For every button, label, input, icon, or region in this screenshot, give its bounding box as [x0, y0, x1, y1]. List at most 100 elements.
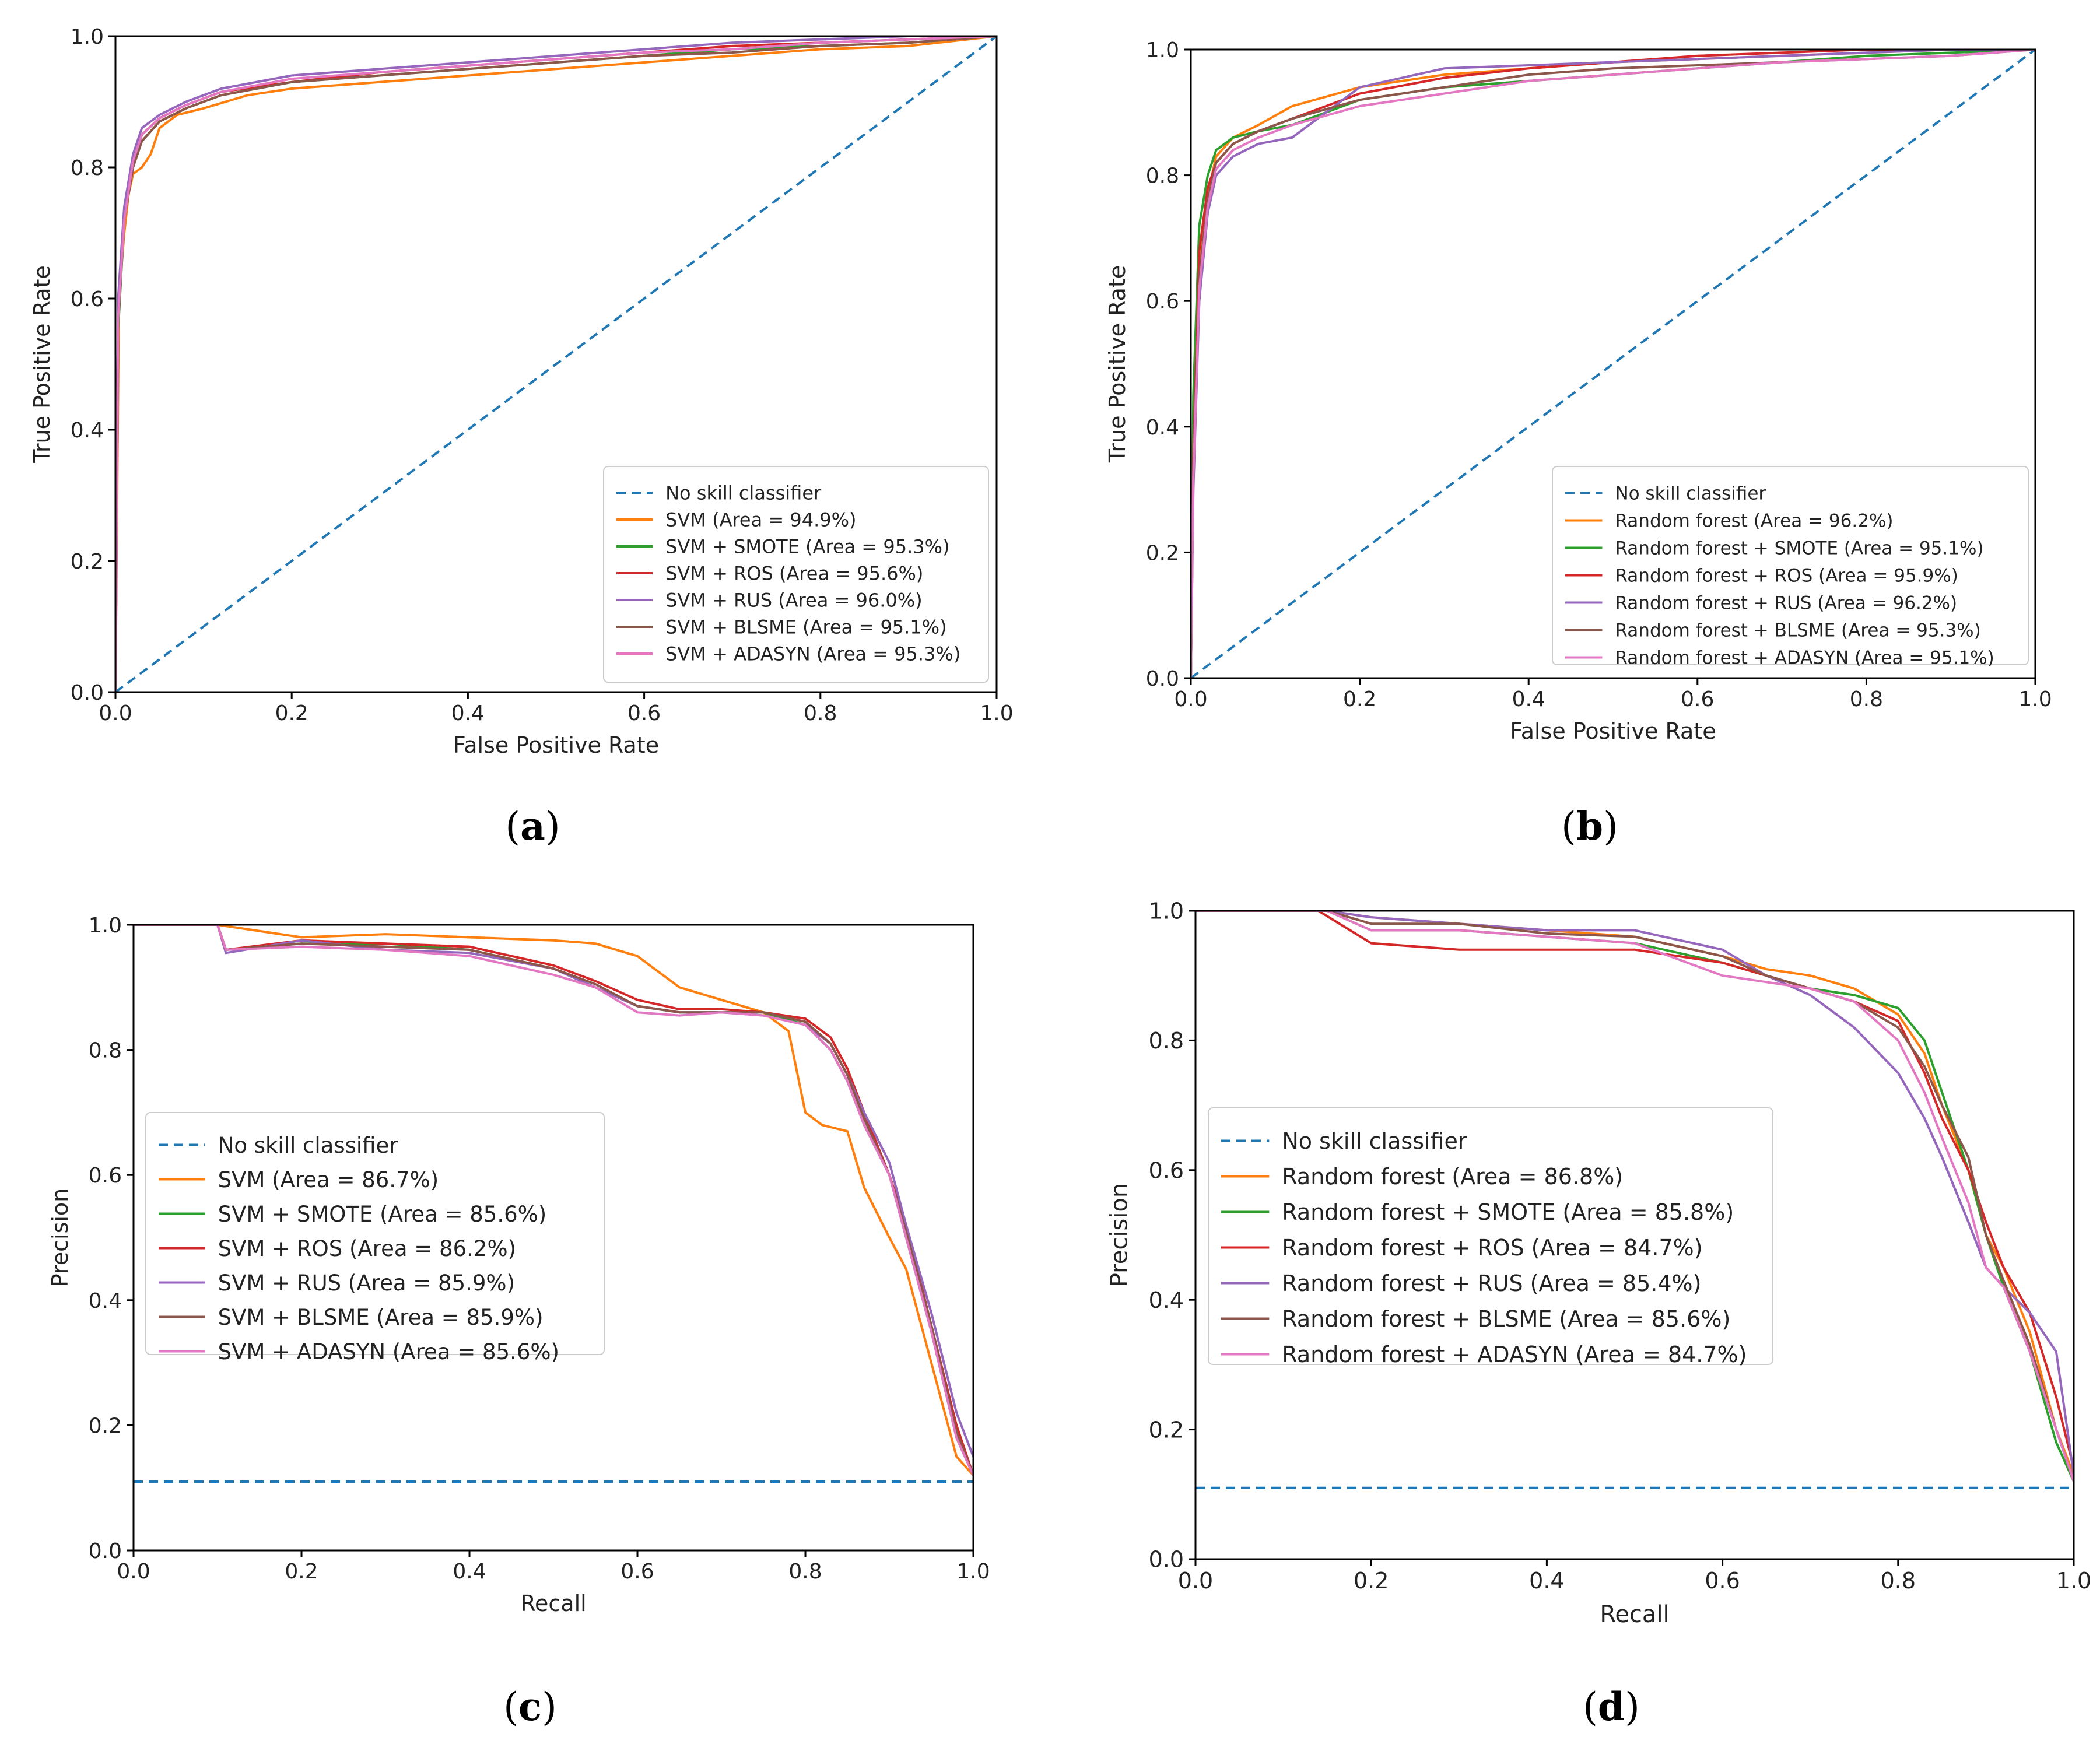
- x-tick-label: 0.8: [1881, 1568, 1916, 1594]
- x-tick-label: 0.4: [1529, 1568, 1564, 1594]
- legend-label-0: No skill classifier: [665, 482, 822, 504]
- legend-label-5: Random forest + BLSME (Area = 95.3%): [1615, 620, 1980, 641]
- series-line-6: [115, 36, 997, 692]
- legend: No skill classifier SVM (Area = 94.9%) SVM…: [603, 466, 989, 683]
- legend-label-6: Random forest + ADASYN (Area = 84.7%): [1282, 1342, 1747, 1367]
- y-tick-label: 0.8: [1149, 1028, 1184, 1054]
- legend-label-3: Random forest + ROS (Area = 84.7%): [1282, 1235, 1702, 1261]
- panel-label: (b): [1561, 803, 1618, 849]
- x-axis-label: Recall: [1600, 1601, 1669, 1628]
- y-tick-label: 0.2: [1149, 1417, 1184, 1443]
- x-axis-label: False Positive Rate: [453, 732, 659, 758]
- legend-box: [603, 466, 989, 683]
- legend-label-5: SVM + BLSME (Area = 95.1%): [665, 616, 946, 638]
- legend-label-5: Random forest + BLSME (Area = 85.6%): [1282, 1306, 1730, 1332]
- chart-panel-d: 0.0 0.2 0.4 0.6 0.8 1.0 0.0 0.2 0.4 0.6 0.8 1.0 Reca…: [1106, 899, 2091, 1729]
- x-tick-label: 0.8: [1850, 687, 1883, 711]
- plot-frame: [1190, 48, 2036, 679]
- y-tick-label: 1.0: [1146, 38, 1179, 62]
- legend-label-1: Random forest (Area = 96.2%): [1615, 511, 1893, 532]
- x-tick-label: 0.8: [804, 701, 837, 725]
- x-tick-label: 0.4: [1512, 687, 1545, 711]
- series-line-0: [115, 36, 997, 692]
- x-tick-label: 0.4: [453, 1560, 486, 1584]
- x-tick-label: 1.0: [2056, 1568, 2091, 1594]
- legend-label-4: SVM + RUS (Area = 85.9%): [218, 1271, 515, 1296]
- legend-label-2: SVM + SMOTE (Area = 85.6%): [218, 1202, 547, 1227]
- legend-label-6: Random forest + ADASYN (Area = 95.1%): [1615, 648, 1994, 669]
- legend-label-0: No skill classifier: [1282, 1128, 1467, 1154]
- x-tick-label: 0.0: [1178, 1568, 1213, 1594]
- y-tick-label: 0.8: [71, 156, 104, 180]
- x-tick-label: 0.6: [620, 1560, 654, 1584]
- legend-label-0: No skill classifier: [1615, 483, 1766, 504]
- legend-label-2: Random forest + SMOTE (Area = 95.1%): [1615, 538, 1983, 559]
- series-line-3: [1191, 50, 2035, 678]
- y-tick-label: 0.4: [1146, 416, 1179, 440]
- legend-label-4: SVM + RUS (Area = 96.0%): [665, 589, 923, 612]
- legend-label-2: Random forest + SMOTE (Area = 85.8%): [1282, 1199, 1734, 1225]
- x-tick-label: 1.0: [2018, 687, 2052, 711]
- series-lines: [1191, 50, 2035, 678]
- y-tick-label: 0.2: [1146, 541, 1179, 565]
- x-tick-label: 0.2: [1354, 1568, 1389, 1594]
- x-tick-label: 0.0: [99, 701, 132, 725]
- y-tick-label: 0.0: [89, 1539, 122, 1563]
- x-tick-label: 0.6: [1705, 1568, 1740, 1594]
- legend-label-5: SVM + BLSME (Area = 85.9%): [218, 1305, 544, 1330]
- y-tick-label: 0.8: [1146, 164, 1179, 188]
- y-tick-label: 0.6: [1149, 1157, 1184, 1183]
- y-tick-label: 0.8: [89, 1039, 122, 1063]
- y-tick-label: 0.0: [1149, 1547, 1184, 1573]
- y-axis-label: True Positive Rate: [29, 265, 55, 464]
- panel-label: (c): [503, 1684, 557, 1729]
- y-tick-label: 0.6: [1146, 290, 1179, 314]
- legend-box: [1552, 466, 2029, 665]
- y-tick-label: 0.4: [71, 419, 104, 443]
- x-tick-label: 0.6: [1681, 687, 1714, 711]
- x-axis-label: Recall: [520, 1591, 586, 1616]
- y-tick-label: 0.6: [89, 1164, 122, 1188]
- legend-label-4: Random forest + RUS (Area = 96.2%): [1615, 593, 1957, 614]
- legend-label-1: SVM (Area = 86.7%): [218, 1167, 439, 1192]
- x-tick-label: 1.0: [956, 1560, 990, 1584]
- y-tick-label: 0.2: [89, 1414, 122, 1438]
- panel-label: (a): [505, 803, 560, 849]
- series-line-6: [134, 925, 973, 1476]
- legend-label-2: SVM + SMOTE (Area = 95.3%): [665, 536, 949, 558]
- legend-label-3: SVM + ROS (Area = 86.2%): [218, 1236, 516, 1261]
- plot-frame: [114, 35, 998, 693]
- legend-label-3: Random forest + ROS (Area = 95.9%): [1615, 566, 1958, 587]
- y-axis-label: True Positive Rate: [1105, 265, 1130, 464]
- x-tick-label: 0.4: [451, 701, 485, 725]
- legend-label-1: SVM (Area = 94.9%): [665, 509, 856, 531]
- x-tick-label: 0.0: [117, 1560, 150, 1584]
- legend-label-6: SVM + ADASYN (Area = 85.6%): [218, 1339, 559, 1364]
- series-lines: [134, 925, 973, 1483]
- x-tick-label: 0.6: [627, 701, 661, 725]
- chart-panel-b: 0.0 0.2 0.4 0.6 0.8 1.0 0.0 0.2 0.4 0.6 0.8 1.0 Fals…: [1105, 38, 2052, 849]
- y-tick-label: 1.0: [71, 25, 104, 49]
- x-axis-label: False Positive Rate: [1510, 718, 1716, 744]
- legend-label-0: No skill classifier: [218, 1133, 399, 1158]
- y-tick-label: 0.0: [71, 681, 104, 705]
- y-tick-label: 0.4: [1149, 1287, 1184, 1313]
- chart-panel-a: 0.0 0.2 0.4 0.6 0.8 1.0 0.0 0.2 0.4 0.6 0.8 1.0 Fals…: [29, 25, 1014, 849]
- plot-frame: [1194, 910, 2075, 1560]
- legend-label-3: SVM + ROS (Area = 95.6%): [665, 563, 923, 585]
- legend: No skill classifier Random forest (Area =…: [1208, 1107, 1773, 1367]
- x-tick-label: 0.2: [285, 1560, 318, 1584]
- y-axis-label: Precision: [47, 1188, 73, 1287]
- legend: No skill classifier Random forest (Area =…: [1552, 466, 2029, 669]
- legend-box: [1208, 1107, 1773, 1365]
- series-line-6: [1191, 50, 2035, 678]
- x-tick-label: 0.2: [275, 701, 308, 725]
- series-line-0: [1191, 50, 2035, 678]
- x-tick-label: 0.0: [1174, 687, 1207, 711]
- y-tick-label: 0.2: [71, 550, 104, 574]
- legend-label-6: SVM + ADASYN (Area = 95.3%): [665, 643, 960, 665]
- y-tick-label: 0.0: [1146, 667, 1179, 691]
- y-tick-label: 1.0: [1149, 899, 1184, 924]
- series-line-6: [1196, 911, 2074, 1482]
